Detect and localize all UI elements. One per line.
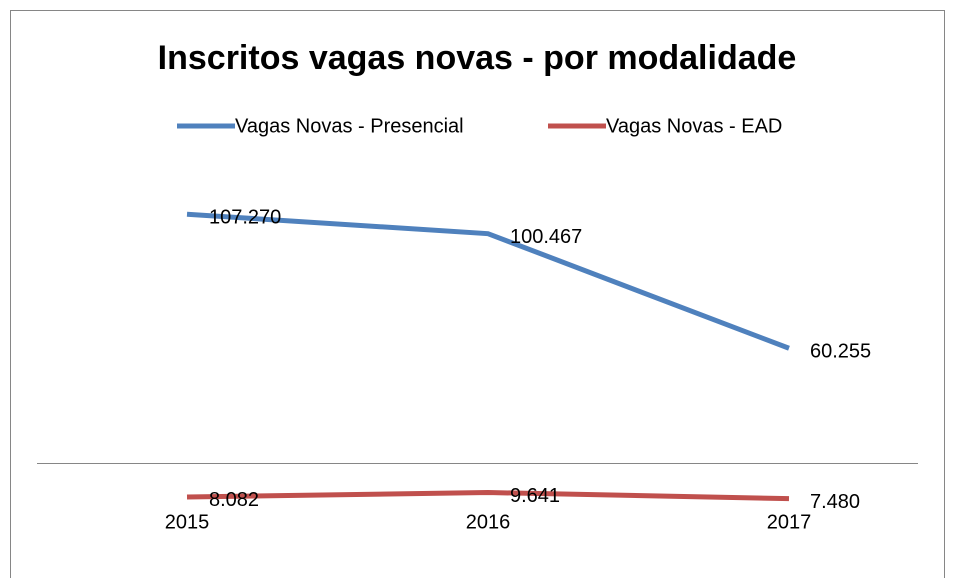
chart-title: Inscritos vagas novas - por modalidade [158, 39, 797, 77]
data-label: 8.082 [209, 489, 259, 511]
data-label: 60.255 [810, 341, 871, 363]
series-line [186, 490, 790, 502]
series-line [186, 211, 790, 351]
data-label: 9.641 [510, 485, 560, 507]
legend-label: Vagas Novas - EAD [606, 115, 782, 137]
chart-frame [10, 10, 945, 578]
data-label: 100.467 [510, 226, 582, 248]
data-label: 107.270 [209, 207, 281, 229]
x-tick-label: 2016 [466, 511, 511, 533]
x-tick-label: 2017 [767, 511, 812, 533]
legend-label: Vagas Novas - Presencial [235, 115, 464, 137]
data-label: 7.480 [810, 491, 860, 513]
x-tick-label: 2015 [165, 511, 210, 533]
